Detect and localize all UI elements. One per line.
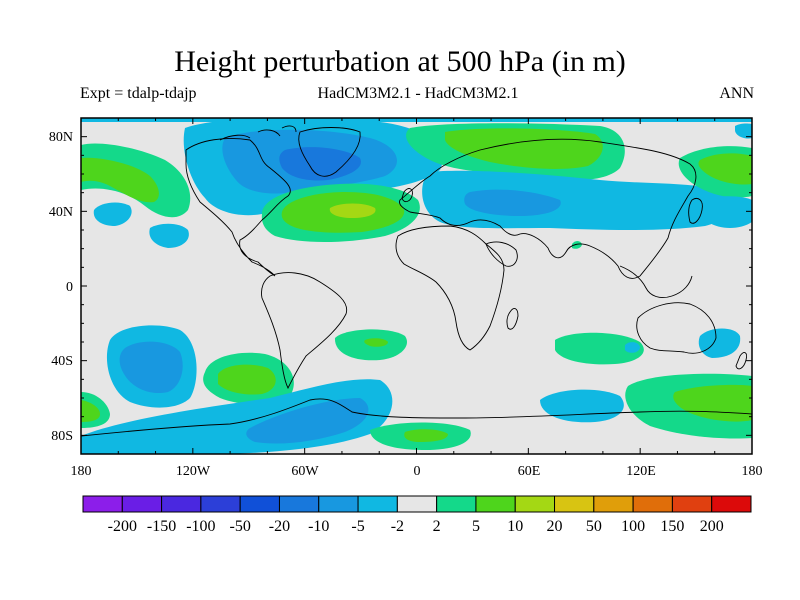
colorbar-swatch [711, 495, 752, 513]
colorbar-tick-label: 200 [700, 518, 724, 535]
x-axis-labels: 180 120W 60W 0 60E 120E 180 [71, 464, 763, 479]
coast-arabia [485, 241, 518, 267]
coast-madagascar [506, 308, 519, 330]
colorbar-tick-label: -50 [230, 518, 251, 535]
colorbar-tick-label: -200 [108, 518, 137, 535]
colorbar-swatch [357, 495, 398, 513]
coast-southeast-asia [619, 265, 693, 299]
contour-pos-antarctic-indian-core [404, 429, 448, 442]
colorbar-tick-label: -2 [391, 518, 404, 535]
colorbar-tick-label: 2 [433, 518, 441, 535]
colorbar-swatch [82, 495, 123, 513]
coast-canadian-arctic [219, 125, 297, 141]
y-tick-label: 40N [49, 205, 73, 220]
y-tick-label: 80S [51, 429, 73, 444]
model-label: HadCM3M2.1 - HadCM3M2.1 [317, 85, 519, 102]
colorbar-tick-label: 100 [621, 518, 645, 535]
contour-pos-north-pacific-mid [81, 157, 159, 203]
colorbar-swatch [200, 495, 241, 513]
contour-pos-south-indian [555, 332, 644, 365]
colorbar-swatch [278, 495, 320, 513]
contour-neg-antarctic-band-inner [246, 398, 369, 444]
colorbar-swatch [318, 495, 359, 513]
x-tick-label: 180 [71, 464, 92, 479]
x-tick-label: 60W [291, 464, 319, 479]
contour-neg-south-indian [540, 389, 624, 423]
coast-antarctica [81, 398, 752, 437]
contour-pos-india [572, 241, 582, 249]
contour-neg-far-east [700, 196, 752, 228]
colorbar-swatch [161, 495, 202, 513]
y-tick-label: 40S [51, 354, 73, 369]
coast-new-zealand [735, 352, 747, 370]
colorbar-swatch [554, 495, 595, 513]
colorbar-swatch [593, 495, 634, 513]
colorbar-tick-label: -150 [147, 518, 176, 535]
y-tick-label: 0 [66, 280, 73, 295]
colorbar-tick-label: 50 [586, 518, 602, 535]
colorbar-swatch [632, 495, 673, 513]
colorbar-tick-label: 20 [547, 518, 563, 535]
colorbar-tick-label: -5 [351, 518, 364, 535]
colorbar-tick-label: -100 [186, 518, 215, 535]
experiment-label: Expt = tdalp-tdajp [80, 85, 197, 102]
colorbar-swatch [396, 495, 438, 513]
y-axis-labels: 80N 40N 0 40S 80S [49, 130, 73, 444]
contour-neg-tasman [698, 328, 741, 358]
coast-north-america [185, 138, 291, 277]
colorbar-swatch [239, 495, 280, 513]
coast-africa [395, 225, 505, 351]
contour-neg-east-pacific-2 [149, 223, 189, 248]
axis-ticks [80, 117, 753, 455]
contour-neg-eurasia-inner [464, 189, 561, 216]
coast-japan [688, 198, 703, 224]
coast-uk [401, 188, 413, 203]
field-shading [81, 118, 752, 454]
contour-neg-south-pacific-inner [119, 341, 183, 394]
coast-south-america [261, 272, 348, 390]
contour-pos-east-asia-mid [698, 153, 752, 185]
contour-neg-north-pacific-east [735, 123, 752, 139]
colorbar-tick-label: -10 [308, 518, 329, 535]
x-tick-label: 120W [176, 464, 211, 479]
contour-neg-east-pacific [93, 202, 132, 226]
colorbar-swatch [121, 495, 163, 513]
colorbar-swatch [514, 495, 556, 513]
contour-pos-north-atlantic-core [329, 203, 376, 218]
contour-pos-south-pacific-west-mid [81, 400, 100, 422]
colorbar [82, 495, 752, 513]
coast-europe-asia [399, 138, 697, 279]
colorbar-labels: -200 -150 -100 -50 -20 -10 -5 -2 2 5 10 20 50 100 150 2… [108, 518, 724, 535]
coastlines [81, 125, 752, 437]
colorbar-tick-label: 5 [472, 518, 480, 535]
colorbar-tick-label: -20 [269, 518, 290, 535]
coast-australia [636, 302, 717, 354]
x-tick-label: 0 [414, 464, 421, 479]
x-tick-label: 180 [742, 464, 763, 479]
x-tick-label: 60E [518, 464, 541, 479]
contour-neg-north-america-core [279, 147, 361, 181]
season-label: ANN [719, 85, 754, 102]
colorbar-tick-label: 10 [507, 518, 523, 535]
coast-greenland [298, 127, 361, 177]
contour-neg-pacific-far-south [625, 342, 640, 353]
chart-title: Height perturbation at 500 hPa (in m) [174, 45, 626, 78]
colorbar-tick-label: 150 [660, 518, 684, 535]
colorbar-swatch [671, 495, 713, 513]
contour-pos-siberia-mid [445, 128, 603, 169]
colorbar-swatch [475, 495, 516, 513]
contour-neg-eurasia [422, 170, 730, 230]
contour-pos-southeast-pacific-mid [218, 364, 276, 395]
colorbar-swatch [436, 495, 477, 513]
contour-pos-south-atlantic-core [364, 338, 388, 347]
y-tick-label: 80N [49, 130, 73, 145]
x-tick-label: 120E [626, 464, 656, 479]
